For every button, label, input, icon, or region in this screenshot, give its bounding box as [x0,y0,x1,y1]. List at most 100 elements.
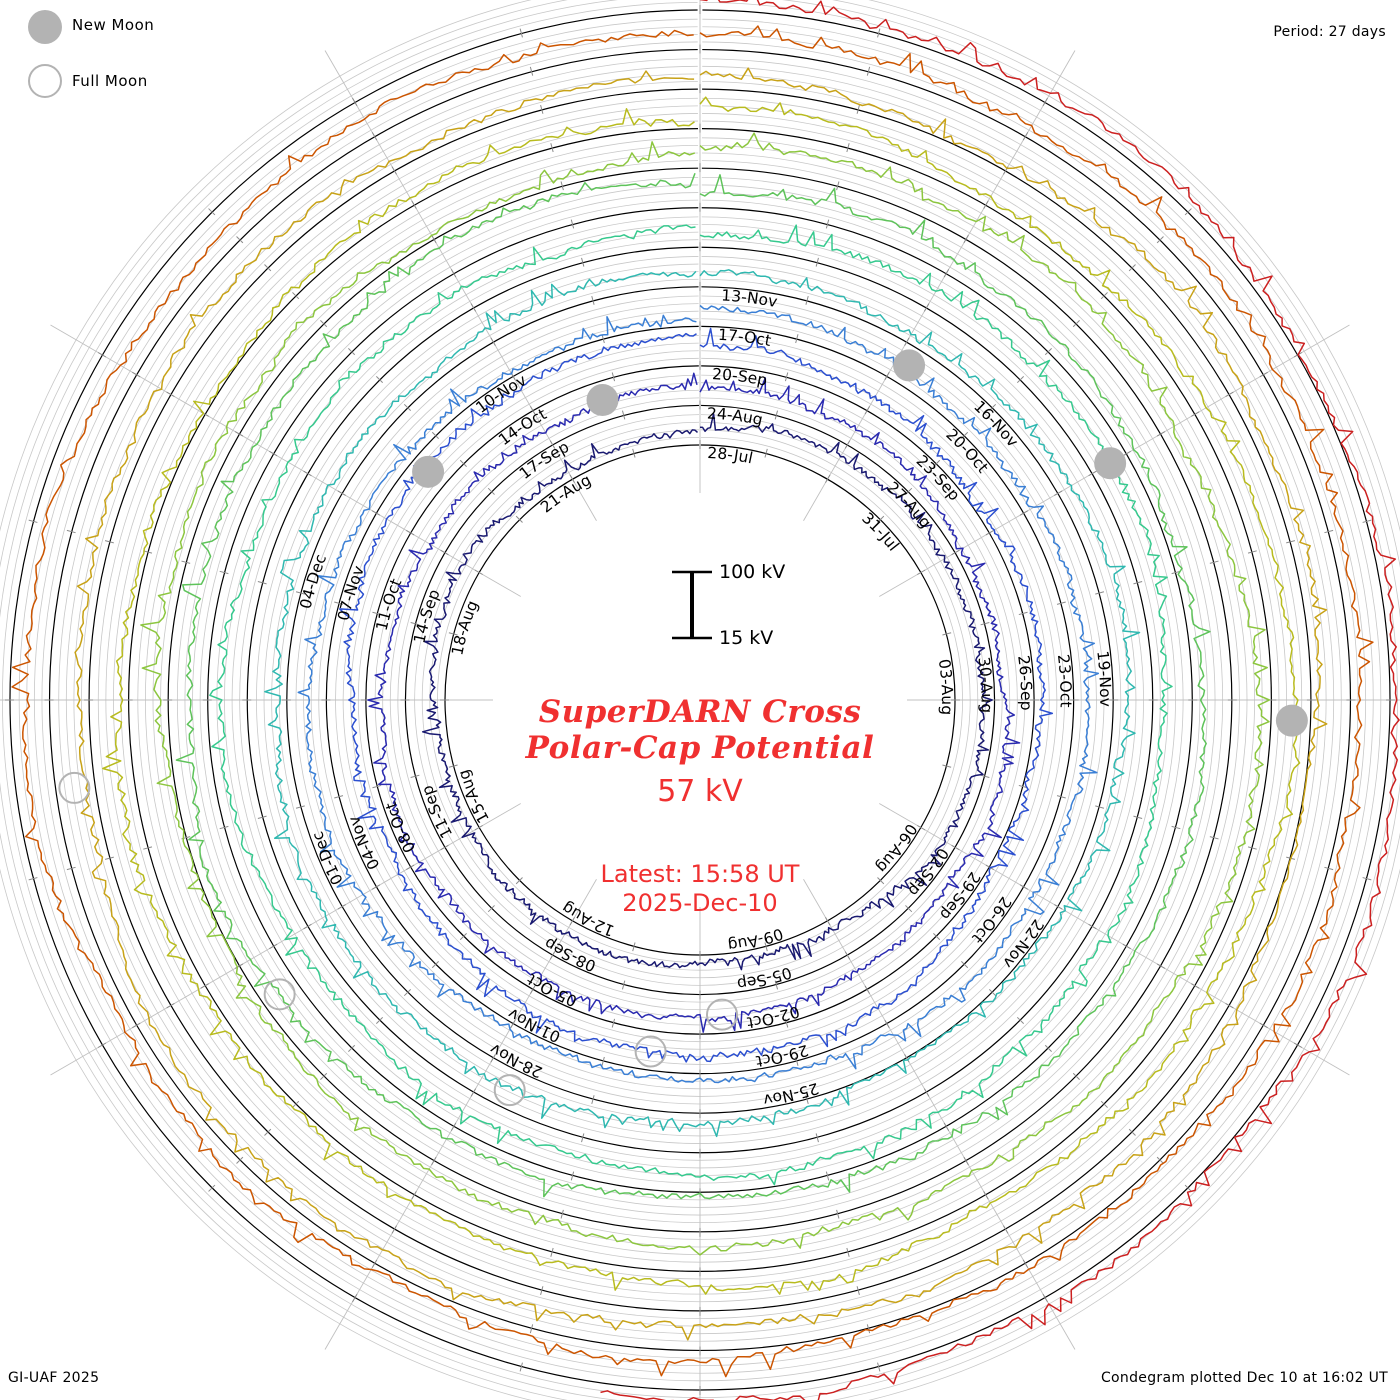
ring-tick [1019,510,1029,516]
ring-tick [181,560,191,564]
ring-tick [549,951,556,960]
ring-tick [764,448,768,458]
ring-tick [1324,529,1334,534]
ring-tick [784,1018,789,1028]
ring-tick [866,66,871,76]
ring-tick [234,963,244,969]
ring-tick [352,1293,358,1303]
ring-tick [474,569,483,575]
ring-tick [530,406,536,415]
ring-tick [923,303,930,312]
ring-tick [815,257,819,267]
ring-tick [1072,320,1080,328]
ring-tick [825,474,831,483]
ring-tick [1293,1042,1303,1048]
ring-tick [372,784,382,789]
ring-tick [406,530,415,536]
ring-tick [942,764,952,768]
moon-markers [58,349,1308,1107]
ring-tick [963,1156,969,1166]
ring-tick [320,320,328,328]
full-moon-marker [263,978,296,1011]
ring-tick [303,470,312,477]
ring-tick [983,200,989,209]
ring-tick [269,450,278,457]
ring-tick [1225,391,1234,397]
ring-date-label: 23-Oct [1054,653,1075,707]
ring-tick [1056,795,1066,799]
ring-tick [470,303,477,312]
ring-tick [487,487,495,495]
ring-tick [1122,943,1131,950]
scale-bar [672,570,712,640]
ring-tick [529,1324,534,1334]
ring-tick [28,877,38,881]
ring-tick [1133,815,1143,819]
ring-tick [784,372,789,382]
full-moon-marker [58,771,91,804]
ring-tick [980,774,990,779]
ring-tick [846,143,850,153]
trace-ring-1 [421,413,993,971]
trace-ring-10 [74,67,1328,1341]
ring-tick [406,864,415,870]
ring-tick [490,337,496,346]
ring-tick [1184,208,1192,216]
ring-tick [1044,348,1052,356]
ring-tick [411,1191,417,1200]
ring-tick [1209,560,1219,564]
ring-tick [549,440,556,449]
ring-tick [917,825,926,831]
ring-tick [942,632,952,636]
scale-bottom-label: 15 kV [719,627,774,649]
ring-tick [632,448,636,458]
trace-ring-3 [338,327,1054,1063]
ring-tick [295,591,305,595]
new-moon-marker [1275,704,1308,737]
ring-tick [601,334,605,344]
ring-tick [774,980,779,990]
ring-tick [264,264,272,272]
ring-tick [985,530,994,536]
ring-tick [200,983,209,989]
ring-tick [1042,97,1048,107]
ring-tick [529,66,534,76]
ring-date-label: 29-Oct [755,1041,811,1070]
ring-tick [391,1225,397,1234]
ring-tick [774,410,779,420]
ring-tick [371,510,381,516]
ring-tick [560,1209,564,1219]
trace-ring-12 [600,0,1400,1400]
ring-tick [530,985,536,994]
ring-tick [371,132,378,141]
ring-tick [208,208,216,216]
ring-tick [825,917,831,926]
ring-tick [1209,836,1219,840]
ring-tick [459,933,467,941]
period-label: Period: 27 days [1273,24,1386,40]
ring-tick [234,431,244,437]
ring-tick [1156,431,1166,437]
ring-tick [601,1056,605,1066]
ring-tick [795,1056,799,1066]
ring-date-label: 20-Sep [712,365,769,390]
ring-tick [805,295,809,305]
ring-tick [264,1128,272,1136]
ring-tick [632,942,636,952]
ring-date-label: 05-Sep [736,963,794,993]
ring-tick [764,942,768,952]
ring-tick [844,440,851,449]
ring-tick [1247,550,1257,554]
ring-tick [570,219,575,229]
ring-date-label: 31-Jul [858,509,902,555]
ring-tick [448,632,458,636]
ring-tick [621,410,626,420]
ring-tick [1072,1072,1080,1080]
ring-date-label: 10-Nov [472,371,529,417]
current-value: 57 kV [657,774,743,809]
trace-ring-7 [175,172,1211,1200]
ring-tick [1044,1044,1052,1052]
ring-tick [459,459,467,467]
ring-tick [143,846,153,850]
